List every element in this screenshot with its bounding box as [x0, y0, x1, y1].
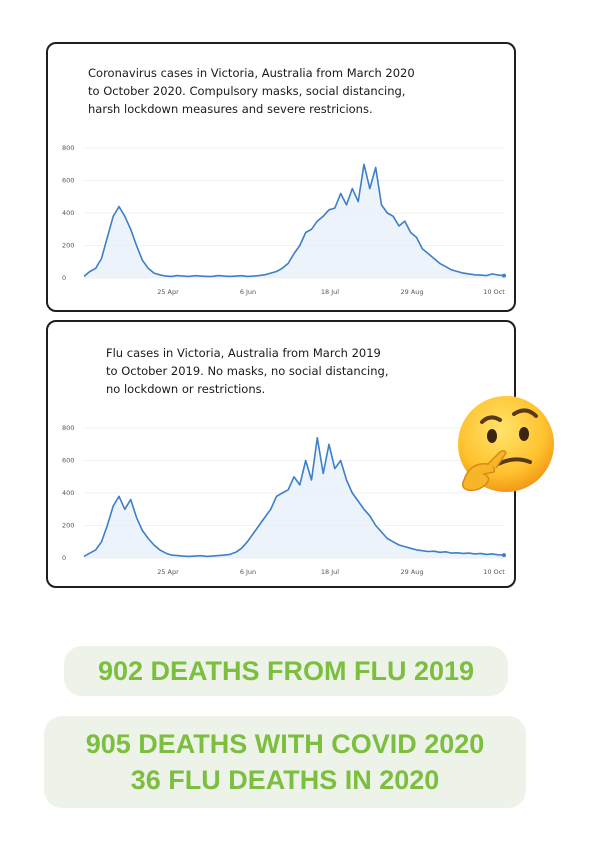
y-tick-label: 400: [62, 209, 74, 217]
y-tick-label: 0: [62, 274, 66, 282]
flu-caption: Flu cases in Victoria, Australia from Ma…: [106, 346, 389, 396]
series-line: [83, 437, 505, 558]
thinking-face-icon: [458, 396, 554, 492]
x-tick-label: 10 Oct: [483, 568, 505, 576]
x-tick-label: 6 Jun: [240, 288, 256, 296]
x-tick-label: 10 Oct: [483, 288, 505, 296]
y-tick-label: 600: [62, 457, 74, 465]
series-area: [84, 437, 504, 558]
series-end-point: [502, 553, 506, 558]
flu-deaths-text: 902 DEATHS FROM FLU 2019: [97, 656, 475, 686]
y-tick-label: 800: [62, 424, 74, 432]
y-tick-label: 400: [62, 489, 74, 497]
covid-cases-chart: 0 200 400 600 800 25 Apr 6 Jun 18 Jul 29 Aug 10 O…: [62, 144, 506, 296]
x-tick-label: 6 Jun: [240, 568, 256, 576]
flu-deaths-banner: 902 DEATHS FROM FLU 2019: [64, 646, 508, 696]
x-tick-label: 18 Jul: [321, 568, 339, 576]
x-tick-label: 18 Jul: [321, 288, 339, 296]
series-end-point: [502, 273, 506, 278]
x-tick-label: 29 Aug: [400, 288, 423, 296]
covid-deaths-text: 905 DEATHS WITH COVID 2020: [85, 729, 485, 759]
flu-deaths-2020-text: 36 FLU DEATHS IN 2020: [130, 765, 440, 795]
covid-deaths-banner: 905 DEATHS WITH COVID 2020 36 FLU DEATHS…: [44, 716, 526, 808]
x-tick-label: 29 Aug: [400, 568, 423, 576]
y-tick-label: 200: [62, 242, 74, 250]
y-tick-label: 800: [62, 144, 74, 152]
series-line: [83, 163, 505, 278]
series-area: [84, 164, 504, 278]
y-tick-label: 0: [62, 554, 66, 562]
x-tick-label: 25 Apr: [157, 288, 179, 296]
flu-chart-panel: Flu cases in Victoria, Australia from Ma…: [46, 320, 516, 588]
covid-caption: Coronavirus cases in Victoria, Australia…: [88, 66, 415, 116]
flu-cases-chart: 0 200 400 600 800 25 Apr 6 Jun 18 Jul 29 Aug 10 O…: [62, 424, 506, 576]
y-tick-label: 600: [62, 177, 74, 185]
covid-chart-panel: Coronavirus cases in Victoria, Australia…: [46, 42, 516, 312]
y-tick-label: 200: [62, 522, 74, 530]
x-tick-label: 25 Apr: [157, 568, 179, 576]
